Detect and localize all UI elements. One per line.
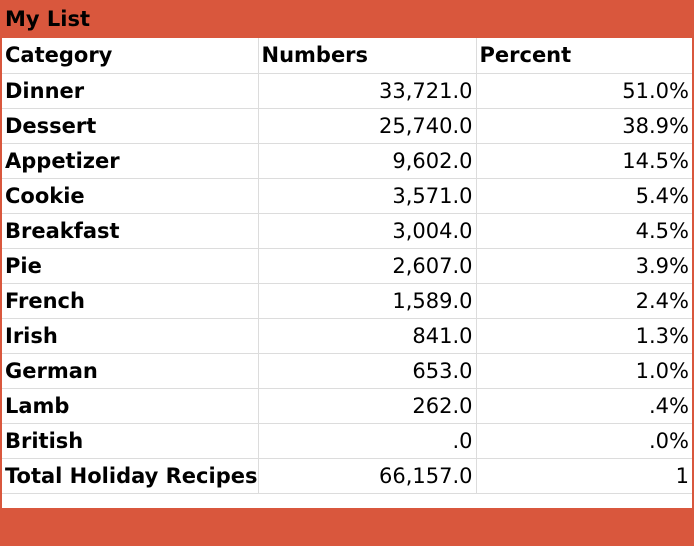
header-numbers[interactable]: Numbers [258,38,477,74]
cell-category[interactable]: Irish [2,318,259,354]
cell-category[interactable]: Cookie [2,178,259,214]
table-row: Appetizer 9,602.0 14.5% [2,143,692,179]
table-row: Lamb 262.0 .4% [2,388,692,424]
cell-numbers[interactable]: 2,607.0 [258,248,477,284]
cell-percent[interactable]: 1.0% [476,353,692,389]
data-table: Category Numbers Percent Dinner 33,721.0… [2,38,692,494]
table-row: Dessert 25,740.0 38.9% [2,108,692,144]
cell-percent[interactable]: 51.0% [476,73,692,109]
cell-percent[interactable]: .4% [476,388,692,424]
table-row: German 653.0 1.0% [2,353,692,389]
table-row: French 1,589.0 2.4% [2,283,692,319]
cell-percent[interactable]: 4.5% [476,213,692,249]
cell-numbers[interactable]: 262.0 [258,388,477,424]
cell-category[interactable]: Dinner [2,73,259,109]
cell-numbers[interactable]: .0 [258,423,477,459]
cell-numbers[interactable]: 9,602.0 [258,143,477,179]
sheet-title: My List [5,7,91,31]
total-percent[interactable]: 1 [476,458,692,494]
cell-category[interactable]: French [2,283,259,319]
header-percent[interactable]: Percent [476,38,692,74]
total-label[interactable]: Total Holiday Recipes [2,458,259,494]
cell-numbers[interactable]: 3,571.0 [258,178,477,214]
total-numbers[interactable]: 66,157.0 [258,458,477,494]
cell-numbers[interactable]: 3,004.0 [258,213,477,249]
cell-numbers[interactable]: 653.0 [258,353,477,389]
cell-percent[interactable]: 5.4% [476,178,692,214]
cell-category[interactable]: Pie [2,248,259,284]
cell-numbers[interactable]: 841.0 [258,318,477,354]
cell-percent[interactable]: 3.9% [476,248,692,284]
cell-percent[interactable]: 38.9% [476,108,692,144]
cell-category[interactable]: British [2,423,259,459]
header-row: Category Numbers Percent [2,38,692,74]
cell-category[interactable]: Lamb [2,388,259,424]
cell-percent[interactable]: 2.4% [476,283,692,319]
table-row: Breakfast 3,004.0 4.5% [2,213,692,249]
cell-category[interactable]: German [2,353,259,389]
cell-category[interactable]: Dessert [2,108,259,144]
cell-numbers[interactable]: 25,740.0 [258,108,477,144]
cell-percent[interactable]: .0% [476,423,692,459]
cell-category[interactable]: Breakfast [2,213,259,249]
cell-numbers[interactable]: 1,589.0 [258,283,477,319]
table-row: Irish 841.0 1.3% [2,318,692,354]
table-row: Pie 2,607.0 3.9% [2,248,692,284]
footer-bar [2,508,692,546]
table-row: Cookie 3,571.0 5.4% [2,178,692,214]
cell-percent[interactable]: 1.3% [476,318,692,354]
total-row: Total Holiday Recipes 66,157.0 1 [2,458,692,494]
title-bar: My List [2,0,692,38]
cell-category[interactable]: Appetizer [2,143,259,179]
cell-numbers[interactable]: 33,721.0 [258,73,477,109]
table-row: Dinner 33,721.0 51.0% [2,73,692,109]
cell-percent[interactable]: 14.5% [476,143,692,179]
table-row: British .0 .0% [2,423,692,459]
header-category[interactable]: Category [2,38,259,74]
